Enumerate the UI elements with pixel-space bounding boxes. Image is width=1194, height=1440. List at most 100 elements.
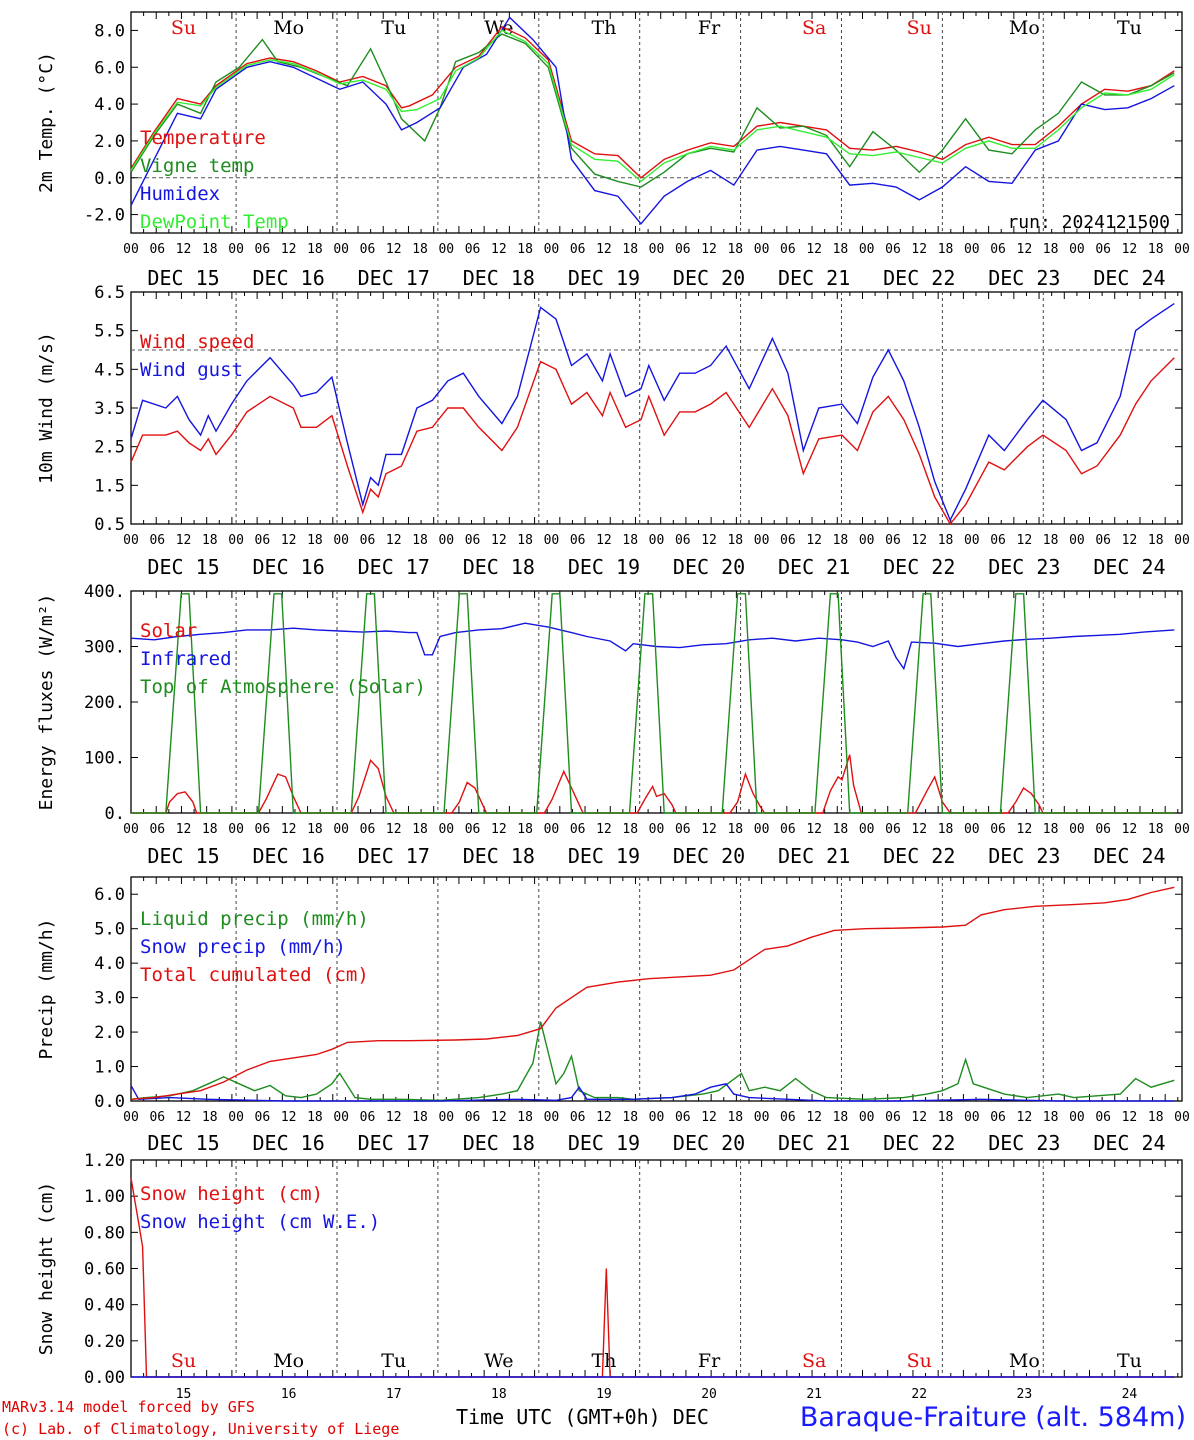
date-label: DEC 15 [147, 555, 219, 579]
day-of-week-label: Mo [273, 17, 304, 39]
x-tick-label: 06 [1095, 822, 1111, 837]
date-label: DEC 20 [673, 1131, 745, 1155]
x-tick-label: 06 [360, 822, 376, 837]
date-label: DEC 23 [988, 266, 1060, 290]
x-tick-label: 06 [465, 242, 481, 257]
x-tick-label: 12 [1017, 242, 1033, 257]
y-tick-label: 4.0 [94, 954, 125, 974]
x-tick-label: 12 [1122, 533, 1138, 548]
day-of-week-label: Mo [273, 1350, 304, 1372]
legend-entry: Total cumulated (cm) [140, 964, 369, 986]
y-tick-label: 3.0 [94, 989, 125, 1009]
date-label: DEC 24 [1093, 844, 1165, 868]
x-tick-label: 18 [1148, 822, 1164, 837]
date-label: DEC 15 [147, 266, 219, 290]
x-tick-label: 12 [386, 242, 402, 257]
station-title: Baraque-Fraiture (alt. 584m) [799, 1402, 1186, 1433]
y-tick-label: 0.00 [84, 1368, 125, 1388]
model-credit: MARv3.14 model forced by GFS [2, 1398, 255, 1416]
x-tick-label: 00 [754, 1110, 770, 1125]
x-tick-label: 00 [1174, 533, 1190, 548]
x-tick-label: 00 [544, 533, 560, 548]
date-label: DEC 20 [673, 844, 745, 868]
panel-frame [130, 291, 1183, 525]
date-label: DEC 24 [1093, 1131, 1165, 1155]
date-label: DEC 20 [673, 555, 745, 579]
y-axis-label: Snow height (cm) [36, 1182, 57, 1355]
date-label: DEC 16 [253, 266, 325, 290]
day-of-week-label: Tu [381, 1350, 406, 1372]
y-tick-label: 3.5 [94, 399, 125, 419]
x-tick-label: 00 [1174, 242, 1190, 257]
date-label: DEC 24 [1093, 266, 1165, 290]
date-label: DEC 16 [253, 844, 325, 868]
x-tick-label: 18 [202, 242, 218, 257]
x-tick-label: 18 [727, 1110, 743, 1125]
legend-entry: Temperature [140, 127, 266, 149]
x-tick-label: 18 [517, 822, 533, 837]
x-tick-label: 06 [465, 822, 481, 837]
x-tick-label: 00 [1069, 242, 1085, 257]
x-tick-label: 18 [1043, 822, 1059, 837]
day-number-label: 15 [176, 1387, 192, 1400]
x-tick-label: 06 [570, 822, 586, 837]
x-tick-label: 12 [701, 822, 717, 837]
x-tick-label: 06 [675, 533, 691, 548]
series-line-top-of-atmosphere-solar- [131, 593, 1175, 814]
x-tick-label: 00 [333, 242, 349, 257]
x-tick-label: 06 [149, 1110, 165, 1125]
x-tick-label: 00 [123, 822, 139, 837]
series-line-snow-height-cm- [130, 1177, 1175, 1378]
x-tick-label: 06 [780, 533, 796, 548]
x-tick-label: 12 [281, 822, 297, 837]
x-tick-label: 12 [806, 242, 822, 257]
x-tick-label: 00 [754, 822, 770, 837]
x-tick-label: 00 [859, 822, 875, 837]
date-label: DEC 18 [463, 555, 535, 579]
x-tick-label: 18 [727, 242, 743, 257]
x-tick-label: 00 [649, 533, 665, 548]
x-tick-label: 00 [649, 1110, 665, 1125]
panel-energy: 0. 100. 200. 300. 400. Energy fluxes (W/m²) 00… [36, 582, 1190, 868]
x-tick-label: 00 [123, 1110, 139, 1125]
x-tick-label: 06 [990, 822, 1006, 837]
x-tick-label: 12 [701, 242, 717, 257]
day-number-label: 21 [806, 1387, 822, 1400]
x-tick-label: 00 [333, 822, 349, 837]
x-tick-label: 00 [228, 242, 244, 257]
x-tick-label: 18 [307, 242, 323, 257]
x-tick-label: 06 [675, 822, 691, 837]
date-label: DEC 23 [988, 1131, 1060, 1155]
run-annotation: run: 2024121500 [1007, 212, 1170, 233]
x-tick-label: 18 [622, 822, 638, 837]
x-tick-label: 06 [255, 1110, 271, 1125]
x-tick-label: 00 [544, 1110, 560, 1125]
x-tick-label: 06 [780, 1110, 796, 1125]
x-tick-label: 00 [649, 822, 665, 837]
x-tick-label: 00 [333, 1110, 349, 1125]
x-tick-label: 18 [412, 533, 428, 548]
x-tick-label: 00 [438, 242, 454, 257]
y-tick-label: 100. [84, 749, 125, 769]
panel-frame [130, 11, 1183, 234]
x-tick-label: 00 [228, 1110, 244, 1125]
day-of-week-label: We [484, 1350, 513, 1372]
legend-entry: Liquid precip (mm/h) [140, 908, 369, 930]
date-label: DEC 19 [568, 844, 640, 868]
day-of-week-label: Su [171, 17, 196, 39]
y-tick-label: 5.0 [94, 920, 125, 940]
x-tick-label: 06 [570, 242, 586, 257]
x-tick-label: 12 [491, 242, 507, 257]
day-number-label: 18 [491, 1387, 507, 1400]
x-tick-label: 18 [938, 533, 954, 548]
legend-entry: Solar [140, 620, 197, 642]
series-line-liquid-precip-mm-h- [130, 1021, 1175, 1102]
y-axis-label: Precip (mm/h) [36, 919, 57, 1060]
y-tick-label: 0.0 [94, 169, 125, 189]
x-tick-label: 00 [228, 533, 244, 548]
x-tick-label: 06 [885, 1110, 901, 1125]
x-tick-label: 18 [307, 822, 323, 837]
legend-entry: Wind speed [140, 331, 254, 353]
y-tick-label: 2.0 [94, 132, 125, 152]
y-tick-label: 6.0 [94, 58, 125, 78]
